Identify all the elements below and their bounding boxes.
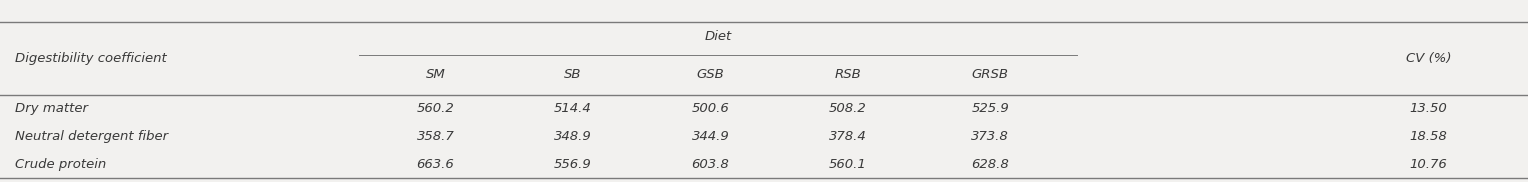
Text: Dry matter: Dry matter — [15, 102, 89, 115]
Text: 13.50: 13.50 — [1410, 102, 1447, 115]
Text: 603.8: 603.8 — [692, 158, 729, 171]
Text: CV (%): CV (%) — [1406, 52, 1452, 65]
Text: 508.2: 508.2 — [830, 102, 866, 115]
Text: Neutral detergent fiber: Neutral detergent fiber — [15, 130, 168, 143]
Text: 560.1: 560.1 — [830, 158, 866, 171]
Text: GSB: GSB — [697, 68, 724, 81]
Text: 18.58: 18.58 — [1410, 130, 1447, 143]
Text: 344.9: 344.9 — [692, 130, 729, 143]
Text: 556.9: 556.9 — [555, 158, 591, 171]
Text: 663.6: 663.6 — [417, 158, 454, 171]
Text: 378.4: 378.4 — [830, 130, 866, 143]
Text: 348.9: 348.9 — [555, 130, 591, 143]
Text: GRSB: GRSB — [972, 68, 1008, 81]
Text: 560.2: 560.2 — [417, 102, 454, 115]
Text: 525.9: 525.9 — [972, 102, 1008, 115]
Text: 500.6: 500.6 — [692, 102, 729, 115]
Text: 628.8: 628.8 — [972, 158, 1008, 171]
Text: Crude protein: Crude protein — [15, 158, 107, 171]
Text: 514.4: 514.4 — [555, 102, 591, 115]
Text: SB: SB — [564, 68, 582, 81]
Text: 10.76: 10.76 — [1410, 158, 1447, 171]
Text: 373.8: 373.8 — [972, 130, 1008, 143]
Text: 358.7: 358.7 — [417, 130, 454, 143]
Text: RSB: RSB — [834, 68, 862, 81]
Text: SM: SM — [426, 68, 445, 81]
Text: Digestibility coefficient: Digestibility coefficient — [15, 52, 167, 65]
Text: Diet: Diet — [704, 30, 732, 43]
